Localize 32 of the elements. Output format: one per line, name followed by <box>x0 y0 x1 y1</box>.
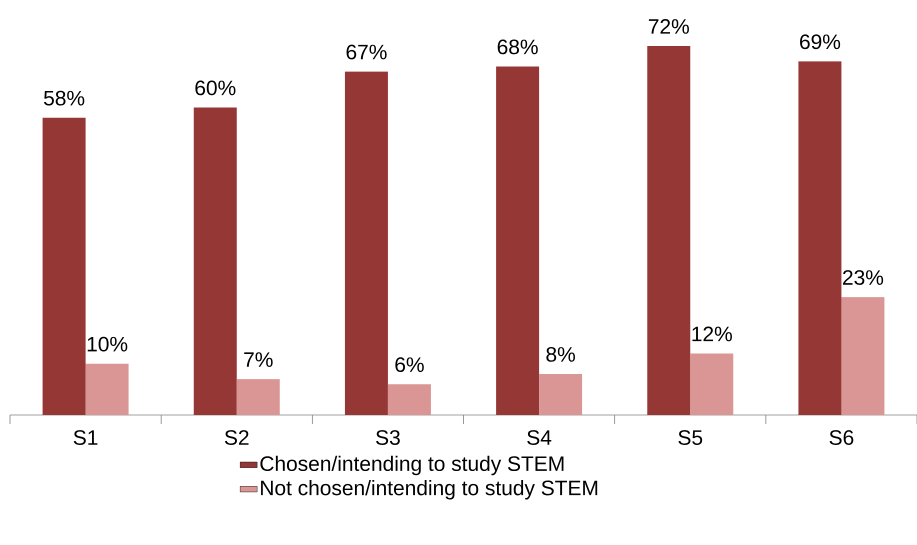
bar <box>388 384 431 415</box>
data-label: 23% <box>843 270 884 285</box>
x-tick-label: S4 <box>527 430 552 445</box>
x-tick-label: S1 <box>74 430 98 445</box>
data-label: 6% <box>395 357 424 372</box>
data-label: 10% <box>88 336 128 352</box>
bar <box>690 353 734 415</box>
data-label: 7% <box>244 352 273 367</box>
data-label: 60% <box>195 80 236 96</box>
bar <box>496 66 540 415</box>
legend-label: Chosen/intending to study STEM <box>260 456 564 476</box>
data-label: 12% <box>692 326 732 342</box>
data-label: 68% <box>498 39 538 54</box>
data-label: 67% <box>346 44 387 60</box>
bar <box>647 46 690 415</box>
bar <box>798 61 842 415</box>
data-label: 69% <box>800 34 840 50</box>
data-label: 8% <box>546 346 575 362</box>
x-tick-label: S5 <box>678 430 702 445</box>
bar <box>344 72 388 415</box>
bar <box>86 364 129 415</box>
bar <box>841 297 884 415</box>
bar <box>194 107 237 415</box>
bar <box>42 118 86 415</box>
bar <box>236 379 280 415</box>
x-tick-label: S3 <box>376 430 400 445</box>
data-label: 58% <box>44 90 84 106</box>
x-tick-label: S6 <box>830 430 854 445</box>
x-tick-label: S2 <box>224 430 248 445</box>
data-label: 72% <box>648 19 689 34</box>
legend-label: Not chosen/intending to study STEM <box>261 480 598 500</box>
bar <box>539 374 582 415</box>
